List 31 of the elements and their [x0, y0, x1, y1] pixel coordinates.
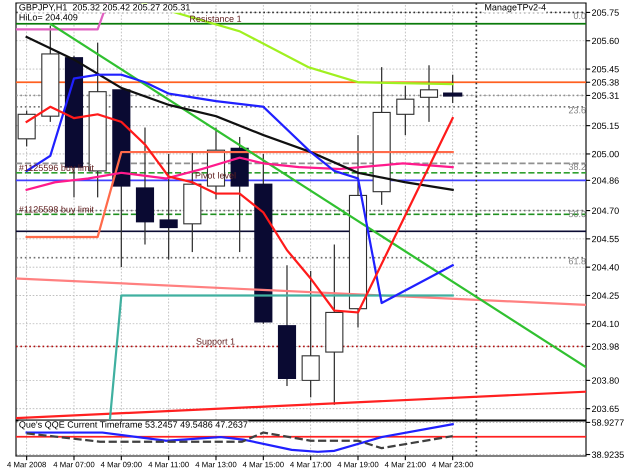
y-tick-label: 58.9277	[592, 419, 624, 426]
y-tick-label: 203.65	[592, 406, 619, 412]
ref-line-label: #1125598 buy limit	[18, 206, 94, 214]
y-tick-label: 204.40	[592, 264, 619, 271]
y-tick-label: 204.10	[592, 320, 619, 328]
y-tick-label: 203.98	[592, 343, 619, 350]
annotation: 23.6	[568, 107, 586, 114]
annotation: 38.2	[568, 164, 586, 170]
annotation: Que's QQE Current Timeframe 53.2457 49.5486 47.2637	[19, 421, 248, 430]
y-tick-label: 204.25	[592, 292, 619, 299]
y-tick-label: 205.38	[592, 79, 619, 86]
y-tick-label: 204.70	[592, 208, 619, 214]
y-tick-label: 205.60	[592, 38, 619, 44]
candlestick	[420, 64, 438, 122]
y-tick-label: 205.75	[592, 9, 619, 16]
annotation: 61.8	[568, 258, 586, 264]
annotation: ManageTPv2-4	[485, 4, 546, 12]
y-tick-label: 205.31	[592, 92, 619, 99]
y-tick-label: 38.9235	[592, 451, 624, 458]
y-tick-label: 204.86	[592, 177, 619, 184]
annotation: GBPJPY,H1 205.32 205.42 205.27 205.31	[19, 4, 190, 12]
line-series	[26, 431, 454, 450]
y-tick-label: 203.80	[592, 377, 619, 384]
candlestick	[443, 74, 462, 104]
ref-line-label: Support 1	[196, 338, 235, 346]
annotation: HiLo= 204.409	[20, 14, 78, 20]
y-tick-label: 205.45	[592, 66, 619, 72]
y-tick-label: 205.15	[592, 122, 619, 130]
y-tick-label: 204.55	[592, 236, 619, 242]
y-tick-label: 205.00	[592, 150, 619, 158]
candlestick	[396, 85, 414, 136]
